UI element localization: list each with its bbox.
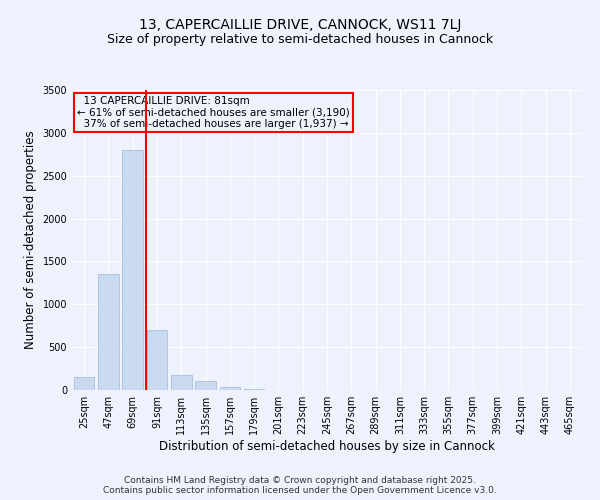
Bar bbox=[244, 389, 265, 390]
Bar bbox=[220, 387, 240, 390]
Bar bbox=[146, 330, 167, 390]
X-axis label: Distribution of semi-detached houses by size in Cannock: Distribution of semi-detached houses by … bbox=[159, 440, 495, 453]
Text: 13, CAPERCAILLIE DRIVE, CANNOCK, WS11 7LJ: 13, CAPERCAILLIE DRIVE, CANNOCK, WS11 7L… bbox=[139, 18, 461, 32]
Bar bbox=[98, 274, 119, 390]
Bar bbox=[74, 377, 94, 390]
Text: 13 CAPERCAILLIE DRIVE: 81sqm
← 61% of semi-detached houses are smaller (3,190)
 : 13 CAPERCAILLIE DRIVE: 81sqm ← 61% of se… bbox=[77, 96, 350, 129]
Bar bbox=[122, 150, 143, 390]
Text: Contains HM Land Registry data © Crown copyright and database right 2025.
Contai: Contains HM Land Registry data © Crown c… bbox=[103, 476, 497, 495]
Text: Size of property relative to semi-detached houses in Cannock: Size of property relative to semi-detach… bbox=[107, 32, 493, 46]
Bar bbox=[171, 375, 191, 390]
Y-axis label: Number of semi-detached properties: Number of semi-detached properties bbox=[24, 130, 37, 350]
Bar bbox=[195, 382, 216, 390]
